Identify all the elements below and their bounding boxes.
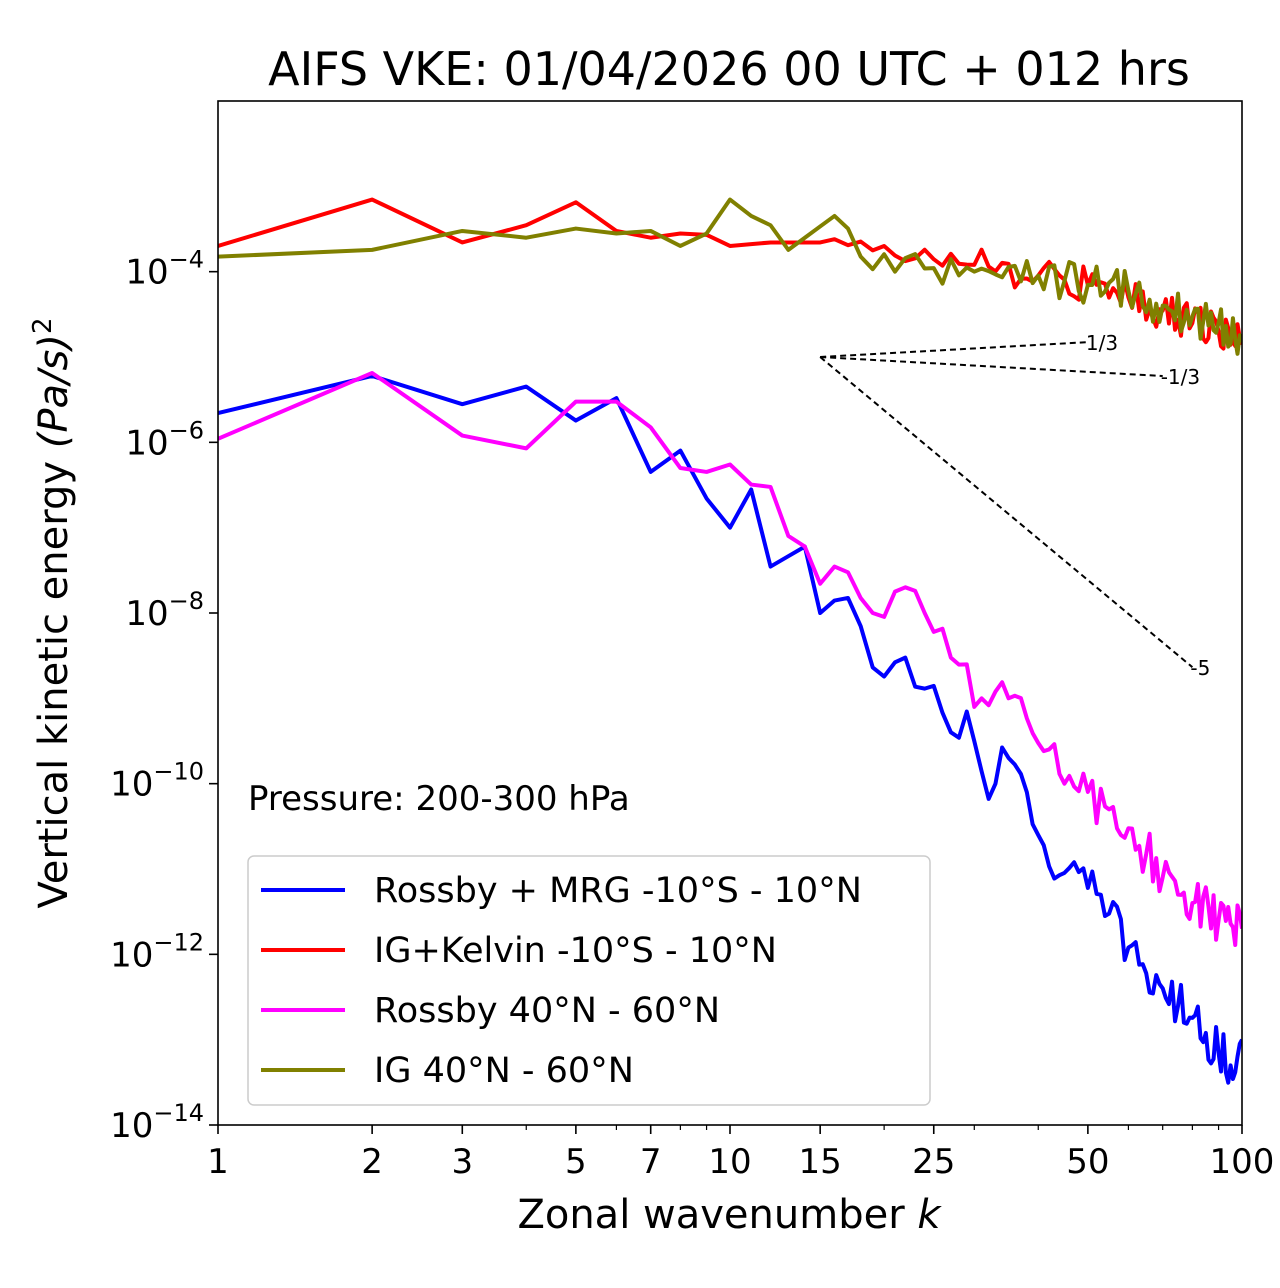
plot-area: 1/3 -1/3 -5 xyxy=(217,100,1243,1126)
x-tick-label: 15 xyxy=(799,1142,842,1182)
reference-slopes: 1/3 -1/3 -5 xyxy=(819,331,1210,680)
y-axis: 10−4 10−6 10−8 10−10 10−12 10−14 xyxy=(110,246,218,1146)
x-tick-label: 10 xyxy=(708,1142,751,1182)
legend-frame xyxy=(247,855,931,1106)
y-tick-label: 10−12 xyxy=(110,928,204,975)
x-tick-label: 50 xyxy=(1066,1142,1109,1182)
series-line xyxy=(218,197,1242,351)
x-tick-label: 7 xyxy=(640,1142,662,1182)
legend-label: IG 40°N - 60°N xyxy=(374,1051,634,1091)
x-tick-label: 100 xyxy=(1210,1142,1275,1182)
pressure-annotation: Pressure: 200-300 hPa xyxy=(248,779,630,819)
reference-slope-line xyxy=(820,341,1088,358)
y-tick-label: 10−8 xyxy=(125,587,204,634)
chart-title: AIFS VKE: 01/04/2026 00 UTC + 012 hrs xyxy=(268,42,1190,96)
x-tick-label: 5 xyxy=(565,1142,587,1182)
legend: Rossby + MRG -10°S - 10°N IG+Kelvin -10°S… xyxy=(247,855,931,1106)
reference-slope-line xyxy=(819,356,1194,668)
y-tick-label: 10−14 xyxy=(110,1099,204,1146)
legend-label: Rossby + MRG -10°S - 10°N xyxy=(374,871,862,911)
series-line xyxy=(218,370,1242,947)
y-tick-label: 10−4 xyxy=(125,246,204,293)
reference-slope-label: 1/3 xyxy=(1086,331,1118,355)
series-layer xyxy=(218,197,1242,1085)
series-line xyxy=(218,197,1242,356)
reference-slope-label: -1/3 xyxy=(1161,365,1200,389)
x-tick-label: 1 xyxy=(207,1142,229,1182)
y-tick-label: 10−6 xyxy=(125,416,204,463)
x-tick-label: 25 xyxy=(912,1142,955,1182)
y-axis-label: Vertical kinetic energy (Pa/s)2 xyxy=(28,318,77,909)
x-axis: 1 2 3 5 7 10 15 25 50 100 xyxy=(207,1125,1274,1182)
reference-slope-label: -5 xyxy=(1190,656,1210,680)
x-tick-label: 2 xyxy=(361,1142,383,1182)
reference-slope-line xyxy=(820,356,1163,378)
y-tick-label: 10−10 xyxy=(110,758,204,805)
series-line xyxy=(218,373,1242,1085)
legend-label: IG+Kelvin -10°S - 10°N xyxy=(374,931,777,971)
x-axis-label: Zonal wavenumber k xyxy=(517,1192,942,1238)
legend-label: Rossby 40°N - 60°N xyxy=(374,991,720,1031)
x-tick-label: 3 xyxy=(451,1142,473,1182)
